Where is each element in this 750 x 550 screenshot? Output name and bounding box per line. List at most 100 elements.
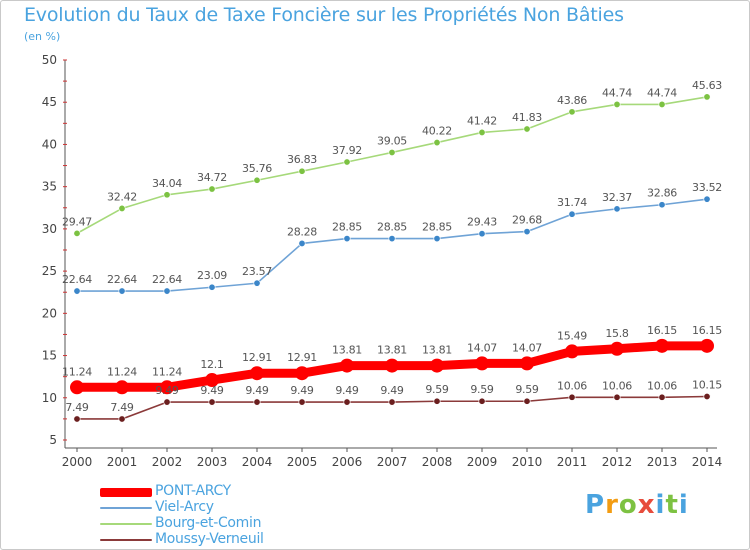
data-label: 7.49 — [65, 401, 89, 414]
x-tick-label: 2001 — [107, 455, 138, 469]
data-label: 43.86 — [557, 94, 587, 107]
data-label: 44.74 — [602, 86, 632, 99]
y-tick-label: 20 — [42, 306, 57, 320]
data-label: 16.15 — [692, 324, 722, 337]
y-tick-label: 25 — [42, 264, 57, 278]
data-label: 29.43 — [467, 216, 497, 229]
data-point — [478, 128, 486, 136]
data-point — [298, 398, 306, 406]
y-tick-label: 10 — [42, 391, 57, 405]
data-point — [700, 338, 714, 353]
x-tick-label: 2014 — [692, 455, 723, 469]
data-point — [163, 287, 171, 295]
data-point — [613, 393, 621, 401]
data-point — [253, 279, 261, 287]
legend-label: Moussy-Verneuil — [155, 531, 264, 547]
data-label: 9.49 — [245, 384, 269, 397]
data-point — [565, 344, 579, 359]
legend-swatch — [100, 487, 152, 497]
data-label: 15.49 — [557, 329, 587, 342]
data-label: 22.64 — [62, 273, 92, 286]
x-tick-label: 2009 — [467, 455, 498, 469]
data-point — [208, 283, 216, 291]
data-point — [343, 158, 351, 166]
logo-letter: P — [585, 490, 606, 520]
data-label: 45.63 — [692, 79, 722, 92]
data-point — [298, 167, 306, 175]
data-label: 32.86 — [647, 187, 677, 200]
logo-letter: r — [605, 490, 619, 520]
data-label: 28.85 — [422, 221, 452, 234]
data-label: 12.1 — [200, 358, 223, 371]
data-point — [208, 398, 216, 406]
data-point — [118, 287, 126, 295]
data-point — [388, 235, 396, 243]
data-label: 32.42 — [107, 190, 137, 203]
x-tick-label: 2003 — [197, 455, 228, 469]
data-label: 15.8 — [605, 327, 629, 340]
legend-swatch — [100, 507, 152, 509]
x-tick-label: 2010 — [512, 455, 543, 469]
y-tick-label: 30 — [42, 222, 57, 236]
data-point — [610, 341, 624, 356]
data-point — [703, 393, 711, 401]
data-label: 14.07 — [467, 341, 497, 354]
y-tick-label: 15 — [42, 349, 57, 363]
chart-title: Evolution du Taux de Taxe Foncière sur l… — [24, 4, 624, 26]
logo-letter: i — [655, 490, 666, 520]
data-label: 9.49 — [290, 384, 314, 397]
data-point — [655, 338, 669, 353]
data-label: 10.15 — [692, 379, 722, 392]
data-label: 34.72 — [197, 171, 227, 184]
data-label: 32.37 — [602, 191, 632, 204]
data-point — [658, 100, 666, 108]
data-point — [160, 380, 174, 395]
data-label: 7.49 — [110, 401, 134, 414]
data-point — [250, 366, 264, 381]
data-point — [568, 210, 576, 218]
data-label: 29.68 — [512, 214, 542, 227]
x-tick-label: 2008 — [422, 455, 453, 469]
data-label: 12.91 — [242, 351, 272, 364]
y-tick-label: 50 — [42, 53, 57, 67]
data-point — [73, 415, 81, 423]
data-point — [433, 397, 441, 405]
data-label: 37.92 — [332, 144, 362, 157]
data-label: 9.49 — [380, 384, 404, 397]
data-point — [205, 373, 219, 388]
data-label: 44.74 — [647, 86, 677, 99]
data-point — [478, 230, 486, 238]
logo-letter: o — [618, 490, 638, 520]
data-point — [163, 398, 171, 406]
data-point — [73, 287, 81, 295]
x-tick-label: 2006 — [332, 455, 363, 469]
data-point — [568, 393, 576, 401]
data-label: 13.81 — [422, 344, 452, 357]
legend-label: PONT-ARCY — [155, 483, 231, 499]
data-point — [73, 229, 81, 237]
x-tick-label: 2007 — [377, 455, 408, 469]
data-point — [613, 100, 621, 108]
legend-swatch — [100, 539, 152, 541]
logo-letter: t — [665, 490, 679, 520]
legend-swatch — [100, 523, 152, 525]
data-point — [385, 358, 399, 373]
legend-label: Viel-Arcy — [155, 499, 214, 515]
data-point — [298, 239, 306, 247]
legend-label: Bourg-et-Comin — [155, 515, 262, 531]
data-label: 11.24 — [107, 365, 137, 378]
data-label: 13.81 — [332, 344, 362, 357]
data-label: 33.52 — [692, 181, 722, 194]
data-label: 9.49 — [155, 384, 179, 397]
data-point — [295, 366, 309, 381]
chart-unit-label: (en %) — [24, 30, 61, 43]
data-point — [433, 139, 441, 147]
data-point — [520, 356, 534, 371]
data-point — [523, 125, 531, 133]
data-point — [118, 415, 126, 423]
data-label: 28.85 — [332, 221, 362, 234]
data-label: 9.59 — [425, 383, 449, 396]
y-tick-label: 35 — [42, 180, 57, 194]
data-label: 40.22 — [422, 125, 452, 138]
x-tick-label: 2013 — [647, 455, 678, 469]
